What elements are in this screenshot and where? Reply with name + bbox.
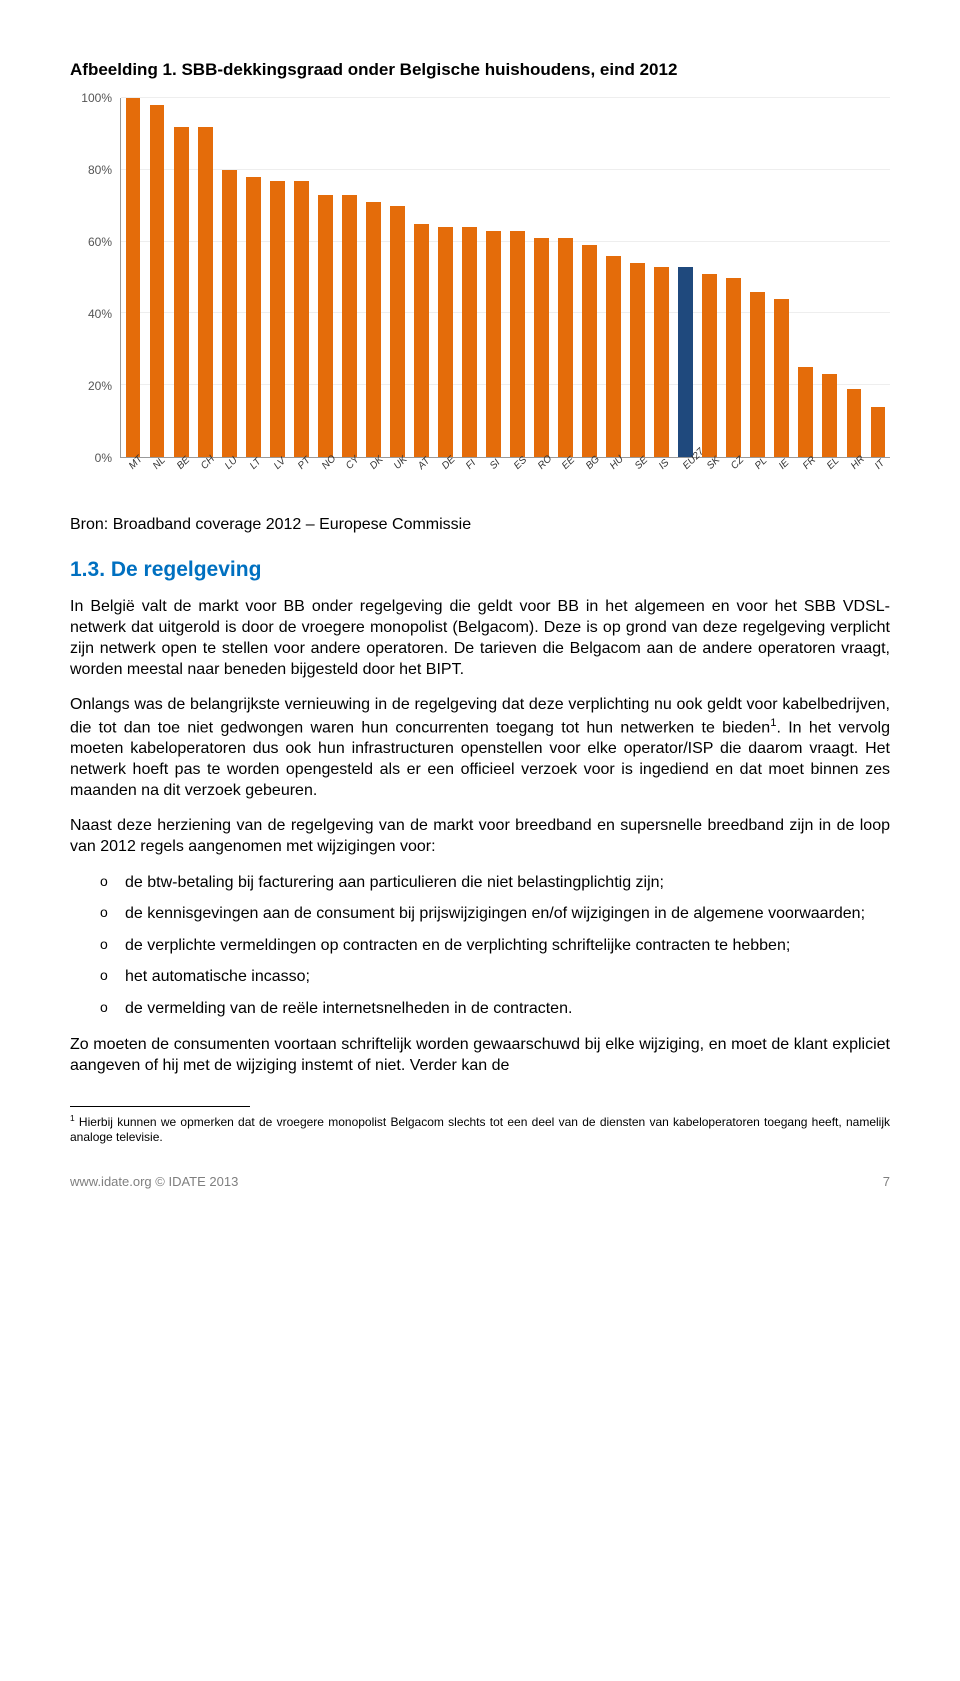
paragraph-1: In België valt de markt voor BB onder re…	[70, 596, 890, 680]
section-heading: 1.3. De regelgeving	[70, 558, 890, 582]
chart-y-tick: 0%	[95, 451, 112, 465]
chart-x-label: LT	[248, 456, 264, 472]
chart-bar	[198, 127, 213, 457]
chart-bar	[462, 227, 477, 457]
chart-bar	[630, 263, 645, 457]
chart-x-label: LU	[223, 455, 240, 472]
chart-y-tick: 40%	[88, 307, 112, 321]
list-item: de kennisgevingen aan de consument bij p…	[70, 903, 890, 925]
chart-y-axis: 0%20%40%60%80%100%	[70, 98, 120, 458]
chart-bar	[871, 407, 886, 457]
chart-bar	[822, 374, 837, 457]
paragraph-2-pre: Onlangs was de belangrijkste vernieuwing…	[70, 696, 890, 735]
list-item: de verplichte vermeldingen op contracten…	[70, 935, 890, 957]
chart-y-tick: 20%	[88, 379, 112, 393]
chart-bar	[678, 267, 693, 457]
page-footer: www.idate.org © IDATE 2013 7	[70, 1174, 890, 1189]
footer-copyright: © IDATE 2013	[152, 1174, 239, 1189]
chart-bar	[774, 299, 789, 457]
footnote-1: 1 Hierbij kunnen we opmerken dat de vroe…	[70, 1113, 890, 1146]
chart-x-label: SI	[488, 457, 502, 471]
chart-bar	[246, 177, 261, 457]
chart-bars	[121, 98, 890, 457]
chart-bar	[606, 256, 621, 457]
chart-bar	[654, 267, 669, 457]
chart-x-axis: MTNLBECHLULTLVPTNOCYDKUKATDEFISIESROEEBG…	[120, 458, 890, 508]
paragraph-4: Zo moeten de consumenten voortaan schrif…	[70, 1034, 890, 1076]
chart-x-label: NL	[151, 455, 168, 472]
footer-page-number: 7	[883, 1174, 890, 1189]
chart-bar	[702, 274, 717, 457]
changes-list: de btw-betaling bij facturering aan part…	[70, 872, 890, 1020]
chart-x-label: EE	[560, 455, 577, 472]
chart-x-label: IT	[873, 458, 887, 472]
chart-plot-area	[120, 98, 890, 458]
chart-bar	[414, 224, 429, 457]
chart-bar	[726, 278, 741, 458]
footer-left: www.idate.org © IDATE 2013	[70, 1174, 238, 1189]
footer-link[interactable]: www.idate.org	[70, 1174, 152, 1189]
chart-x-label: FI	[464, 458, 478, 472]
chart-y-tick: 100%	[81, 91, 112, 105]
chart-y-tick: 80%	[88, 163, 112, 177]
chart-bar	[126, 98, 141, 457]
chart-bar	[366, 202, 381, 457]
footnote-separator	[70, 1106, 250, 1107]
paragraph-2: Onlangs was de belangrijkste vernieuwing…	[70, 694, 890, 801]
chart-x-label: ES	[512, 455, 529, 472]
list-item: het automatische incasso;	[70, 966, 890, 988]
chart-x-label: BE	[175, 455, 192, 472]
list-item: de btw-betaling bij facturering aan part…	[70, 872, 890, 894]
chart-bar	[150, 105, 165, 457]
chart-bar	[174, 127, 189, 457]
list-item: de vermelding van de reële internetsnelh…	[70, 998, 890, 1020]
footnote-text: Hierbij kunnen we opmerken dat de vroege…	[70, 1115, 890, 1145]
chart-x-label: SK	[705, 455, 722, 472]
figure-title: Afbeelding 1. SBB-dekkingsgraad onder Be…	[70, 60, 890, 80]
chart-bar	[510, 231, 525, 457]
chart-bar	[750, 292, 765, 457]
coverage-bar-chart: 0%20%40%60%80%100% MTNLBECHLULTLVPTNOCYD…	[70, 88, 890, 508]
chart-x-label: AT	[416, 455, 432, 471]
chart-x-label: EL	[825, 455, 841, 471]
chart-x-label: IE	[777, 457, 791, 471]
chart-bar	[222, 170, 237, 457]
chart-bar	[270, 181, 285, 457]
chart-y-tick: 60%	[88, 235, 112, 249]
chart-x-label: FR	[801, 455, 818, 472]
chart-x-label: PL	[753, 455, 769, 471]
chart-bar	[342, 195, 357, 457]
chart-bar	[294, 181, 309, 457]
chart-bar	[390, 206, 405, 457]
chart-bar	[534, 238, 549, 457]
chart-bar	[582, 245, 597, 457]
chart-x-label: IS	[657, 457, 671, 471]
chart-x-label: SE	[633, 455, 650, 472]
chart-bar	[558, 238, 573, 457]
chart-bar	[847, 389, 862, 457]
chart-bar	[486, 231, 501, 457]
chart-x-label: CZ	[729, 455, 746, 472]
chart-bar	[318, 195, 333, 457]
chart-bar	[798, 367, 813, 457]
chart-x-label: LV	[272, 456, 288, 472]
chart-x-label: PT	[296, 455, 313, 472]
paragraph-3: Naast deze herziening van de regelgeving…	[70, 815, 890, 857]
figure-source: Bron: Broadband coverage 2012 – Europese…	[70, 516, 890, 534]
chart-bar	[438, 227, 453, 457]
